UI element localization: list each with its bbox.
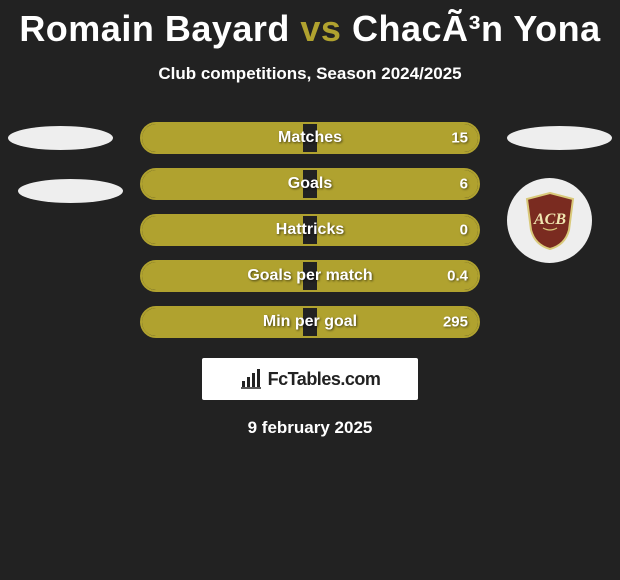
player2-name: ChacÃ³n Yona [352, 8, 601, 49]
stat-bar-value-right: 295 [443, 314, 468, 331]
club-shield-letters: ACB [532, 211, 565, 228]
stat-bar-value-right: 15 [451, 130, 468, 147]
bar-chart-icon [240, 368, 262, 390]
stat-bar-value-right: 0 [460, 222, 468, 239]
stat-bar: Goals per match 0.4 [140, 260, 480, 292]
competition-subtitle: Club competitions, Season 2024/2025 [0, 64, 620, 84]
stat-bar-label: Goals per match [247, 267, 372, 285]
stat-bar-label: Goals [288, 175, 332, 193]
stat-bar: Matches 15 [140, 122, 480, 154]
stat-bar-value-right: 0.4 [447, 268, 468, 285]
stat-bar-fill-left [142, 170, 303, 198]
left-avatar-placeholder-1 [8, 126, 113, 150]
vs-text: vs [300, 8, 341, 49]
site-logo[interactable]: FcTables.com [202, 358, 418, 400]
club-badge: ACB [507, 178, 592, 263]
comparison-title: Romain Bayard vs ChacÃ³n Yona [0, 0, 620, 50]
footer-date: 9 february 2025 [0, 418, 620, 438]
player1-name: Romain Bayard [19, 8, 290, 49]
right-avatar-placeholder-1 [507, 126, 612, 150]
stat-bar-label: Min per goal [263, 313, 357, 331]
club-shield-icon: ACB [525, 192, 575, 250]
left-avatar-placeholder-2 [18, 179, 123, 203]
stat-bar-label: Hattricks [276, 221, 344, 239]
stat-bar-label: Matches [278, 129, 342, 147]
site-logo-text: FcTables.com [268, 369, 381, 390]
stat-bar: Goals 6 [140, 168, 480, 200]
stat-bar-fill-right [317, 170, 478, 198]
stat-bar: Min per goal 295 [140, 306, 480, 338]
stat-bar-value-right: 6 [460, 176, 468, 193]
stat-bar: Hattricks 0 [140, 214, 480, 246]
